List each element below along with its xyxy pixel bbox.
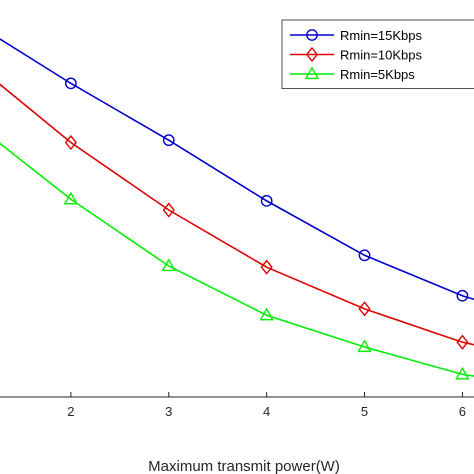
- x-axis-ticks: 2 3 4 5 6: [67, 392, 466, 419]
- x-tick-label-5: 5: [361, 404, 368, 419]
- legend-marker-rmin-10kbps: [305, 46, 319, 63]
- data-point-rmin-5kbps-3: [161, 258, 176, 272]
- x-tick-label-2: 2: [67, 404, 74, 419]
- legend-entry-2: Rmin=10Kbps: [290, 46, 423, 63]
- data-point-rmin-5kbps-4: [259, 307, 274, 321]
- x-axis-label: Maximum transmit power(W): [148, 458, 340, 474]
- legend-sample-10kbps: [290, 46, 334, 63]
- data-point-rmin-15kbps-3: [162, 134, 175, 147]
- x-tick-label-6: 6: [459, 404, 466, 419]
- legend: Rmin=15Kbps Rmin=10Kbps Rmin=5Kbps: [281, 19, 474, 89]
- data-point-rmin-10kbps-6: [456, 334, 469, 350]
- legend-entry-3: Rmin=5Kbps: [290, 66, 415, 82]
- data-point-rmin-15kbps-6: [456, 289, 469, 302]
- data-point-rmin-10kbps-5: [358, 301, 371, 317]
- data-point-rmin-15kbps-5: [358, 249, 371, 262]
- x-tick-label-3: 3: [165, 404, 172, 419]
- plot-area: [0, 38, 474, 380]
- legend-label-5kbps: Rmin=5Kbps: [340, 67, 415, 82]
- series-line-rmin-15kbps: [0, 38, 474, 301]
- data-point-rmin-5kbps-6: [455, 366, 470, 380]
- data-point-rmin-10kbps-4: [260, 259, 273, 275]
- legend-marker-rmin-15kbps: [306, 29, 318, 41]
- series-line-rmin-10kbps: [0, 83, 474, 346]
- data-point-rmin-10kbps-3: [162, 202, 175, 218]
- legend-label-15kbps: Rmin=15Kbps: [340, 28, 423, 43]
- legend-sample-15kbps: [290, 29, 334, 41]
- legend-sample-5kbps: [290, 66, 334, 80]
- legend-entry-1: Rmin=15Kbps: [290, 28, 423, 43]
- legend-marker-rmin-5kbps: [304, 66, 320, 80]
- data-point-rmin-5kbps-5: [357, 339, 372, 353]
- data-point-rmin-15kbps-2: [64, 77, 77, 90]
- legend-label-10kbps: Rmin=10Kbps: [340, 48, 423, 63]
- series-line-rmin-5kbps: [0, 142, 474, 377]
- data-point-rmin-15kbps-4: [260, 194, 273, 207]
- x-tick-label-4: 4: [263, 404, 270, 419]
- data-point-rmin-10kbps-2: [64, 134, 77, 151]
- data-point-rmin-5kbps-2: [63, 191, 79, 205]
